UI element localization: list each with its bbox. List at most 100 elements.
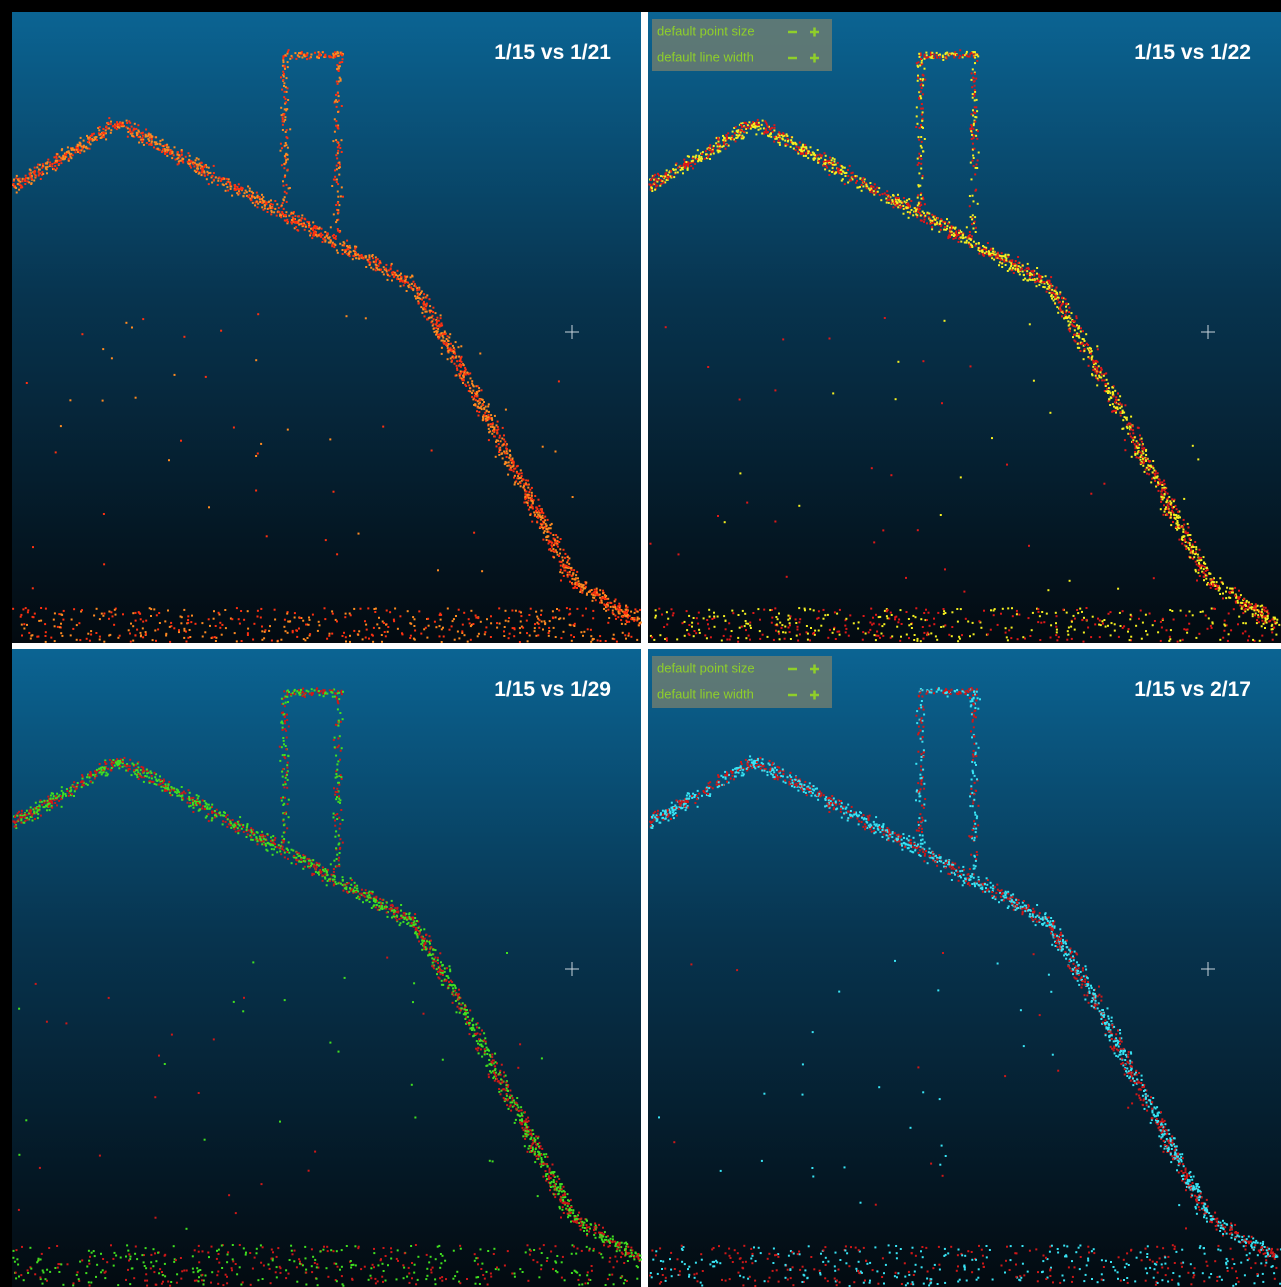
point [429,298,431,300]
point [709,144,711,146]
point [738,135,740,137]
point [758,122,760,124]
point [764,131,766,133]
point [696,158,698,160]
point [126,120,128,122]
point [1256,622,1258,624]
point [920,58,922,60]
point [47,159,49,161]
point [283,208,285,210]
point [915,210,917,212]
point [54,612,56,614]
point [490,615,492,617]
point [1074,618,1076,620]
point [1074,320,1076,322]
point [1101,369,1103,371]
point [977,203,979,205]
point [990,248,992,250]
point [909,205,911,207]
point [1252,613,1254,615]
point [977,130,979,132]
point [282,118,284,120]
point [951,626,953,628]
point [110,121,112,123]
point [80,137,82,139]
point [132,612,134,614]
point [329,438,331,440]
point [241,189,243,191]
point [1083,641,1085,643]
point [1146,467,1148,469]
point [422,297,424,299]
point [1049,285,1051,287]
point [548,635,550,637]
point [1090,353,1092,355]
point [878,616,880,618]
point [803,155,805,157]
point [527,502,529,504]
point [835,171,837,173]
point [531,492,533,494]
point [55,169,57,171]
point [1169,636,1171,638]
point [921,141,923,143]
point [942,56,944,58]
point [1266,610,1268,612]
point [747,127,749,129]
point [324,54,326,56]
point [1210,587,1212,589]
point [917,184,919,186]
point [886,199,888,201]
point [576,571,578,573]
point [617,616,619,618]
point [950,231,952,233]
point [739,129,741,131]
point [34,613,36,615]
point [534,623,536,625]
point [596,590,598,592]
point [1100,377,1102,379]
point [423,628,425,630]
point [176,154,178,156]
point [34,167,36,169]
point [1145,457,1147,459]
point [196,163,198,165]
point [335,94,337,96]
point [504,441,506,443]
point [706,153,708,155]
point [1223,624,1225,626]
point [978,247,980,249]
point [1241,602,1243,604]
point [462,624,464,626]
point [804,608,806,610]
point [451,625,453,627]
point [829,170,831,172]
point [79,152,81,154]
point [1051,286,1053,288]
point [127,127,129,129]
point [282,124,284,126]
point [252,192,254,194]
point [866,187,868,189]
point [847,169,849,171]
point [357,634,359,636]
point [283,85,285,87]
point [462,382,464,384]
point [1132,429,1134,431]
point [25,177,27,179]
point [919,212,921,214]
point [823,618,825,620]
point [401,632,403,634]
point [247,610,249,612]
point [572,583,574,585]
point [1092,374,1094,376]
point [336,219,338,221]
point [746,132,748,134]
point [336,553,338,555]
point [784,626,786,628]
point [1122,410,1124,412]
point [456,365,458,367]
point [153,608,155,610]
point [197,164,199,166]
point [973,157,975,159]
